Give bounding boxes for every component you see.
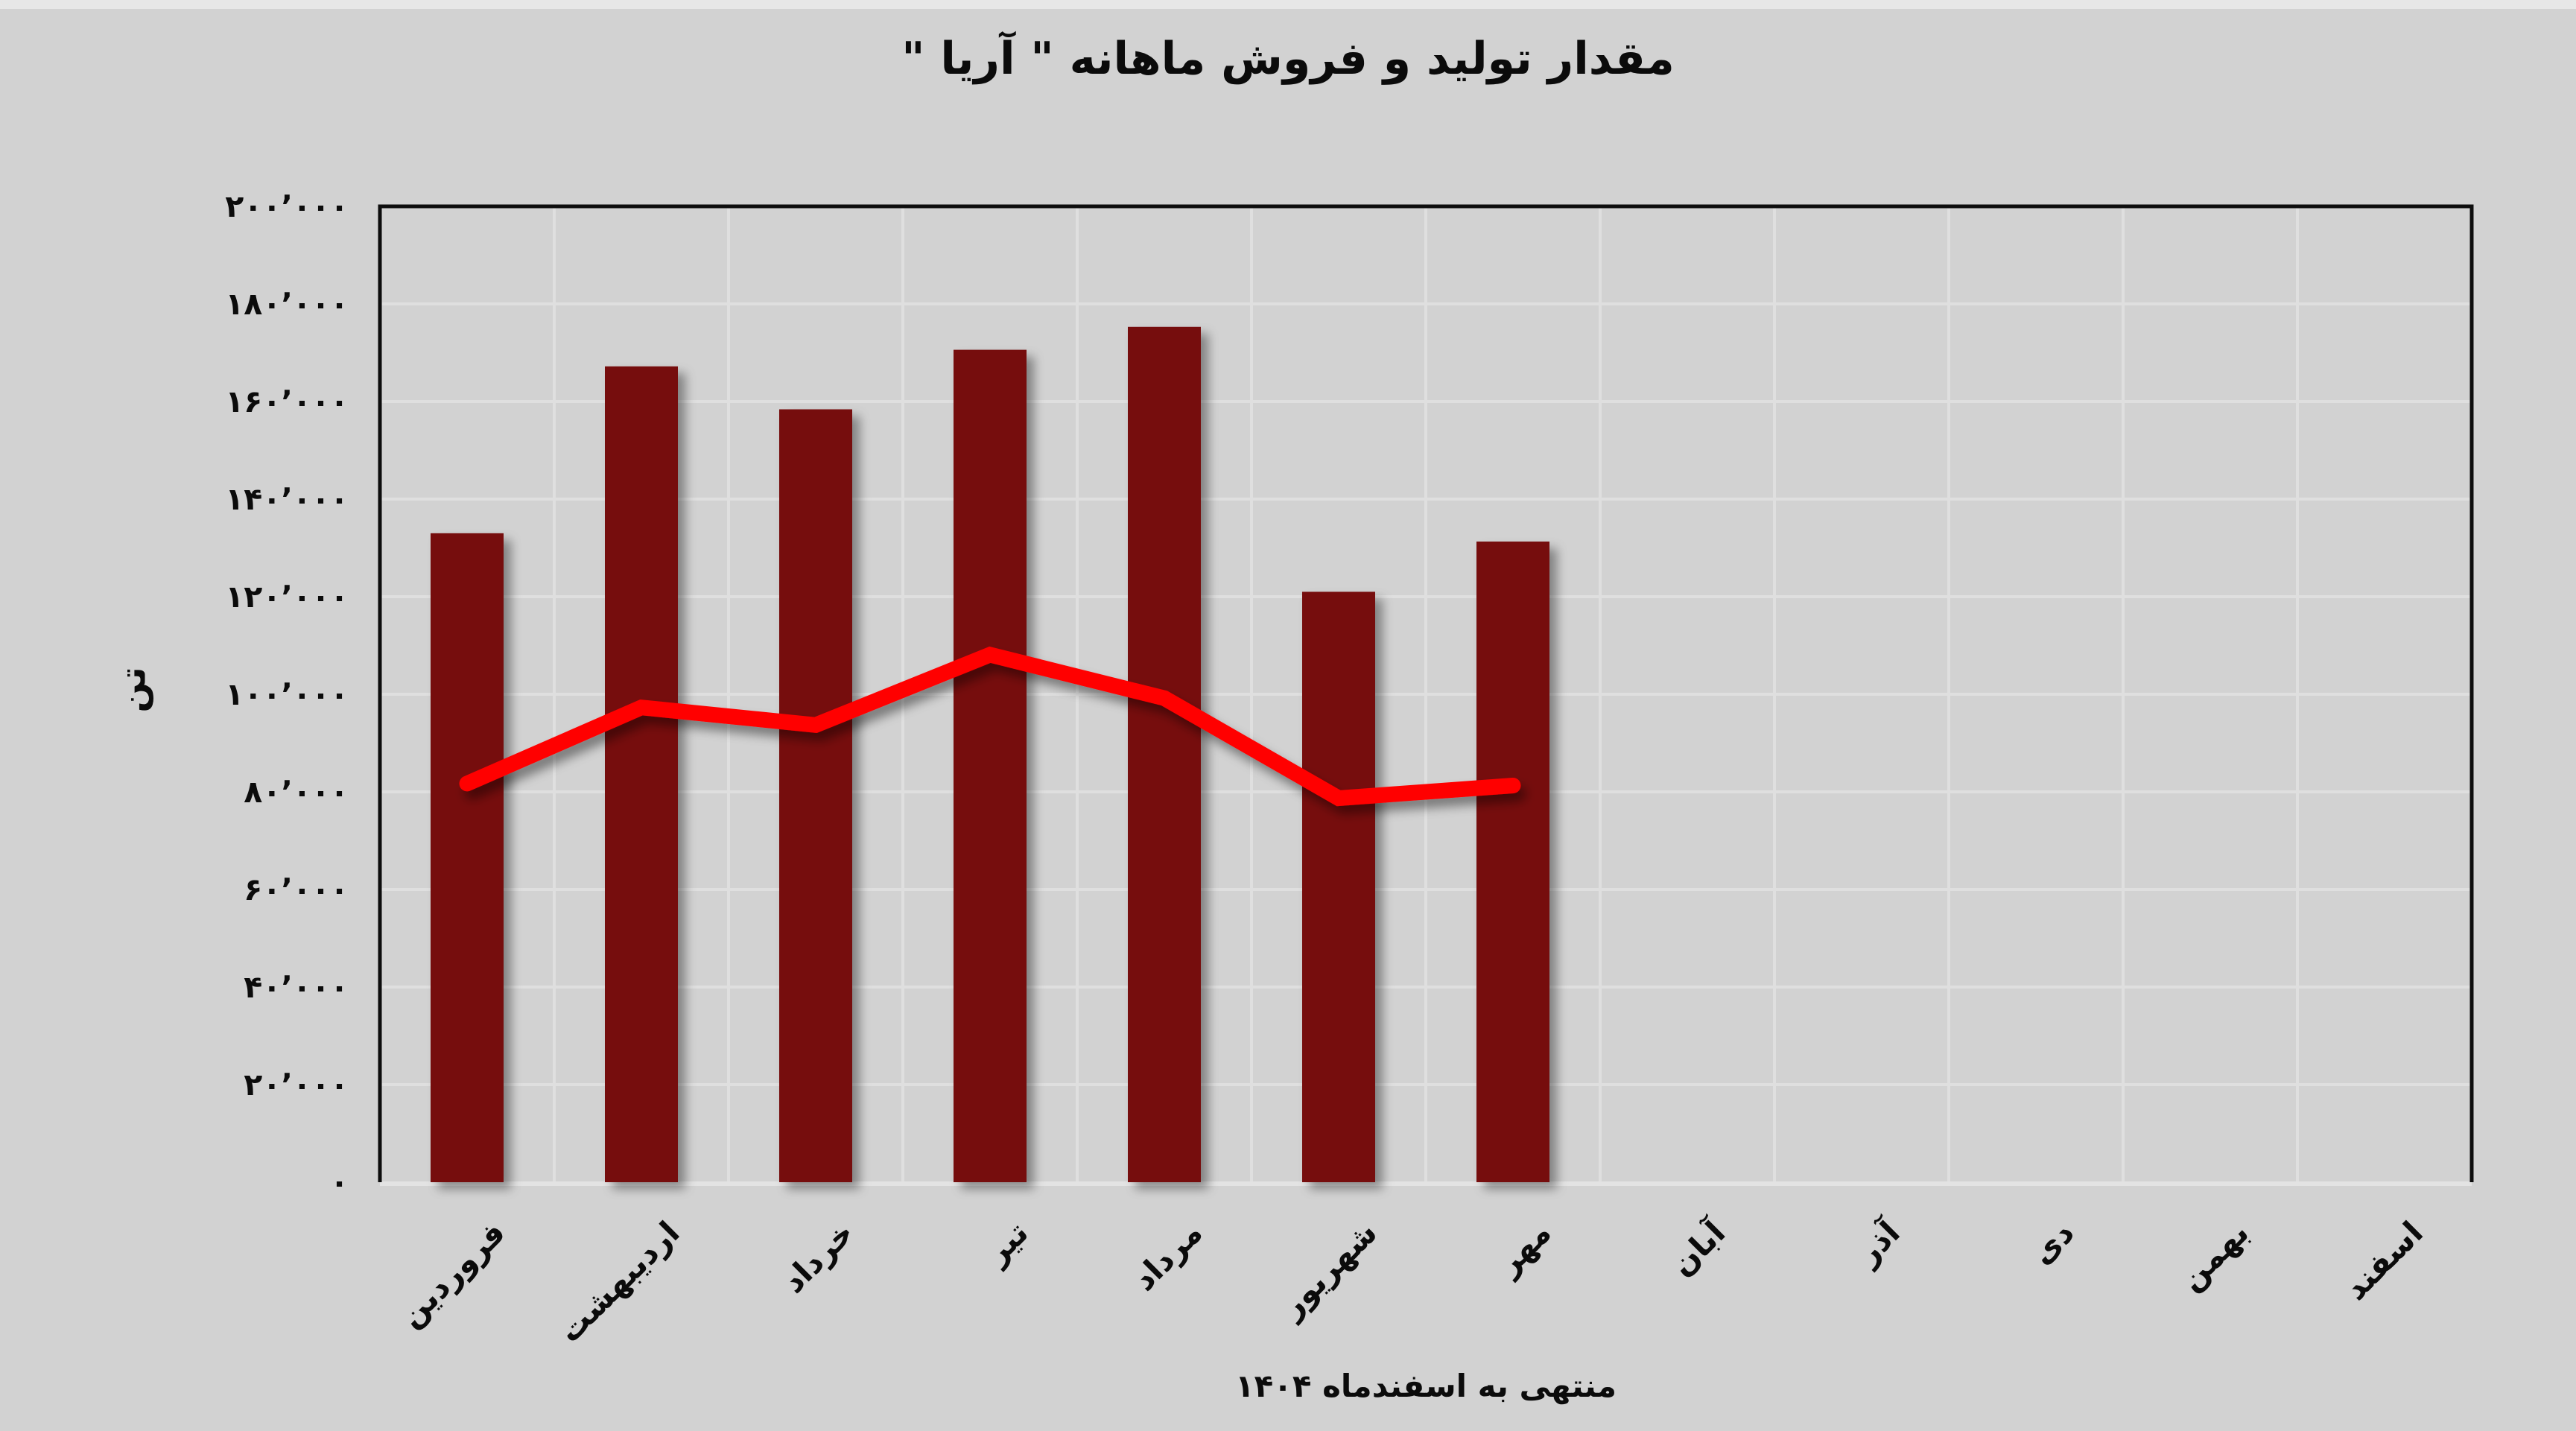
y-tick-label: ۱۴۰٬۰۰۰	[225, 481, 349, 517]
y-tick-label: ۰	[329, 1164, 349, 1200]
bar	[779, 409, 852, 1182]
y-tick-label: ۶۰٬۰۰۰	[244, 872, 349, 907]
plot-border	[378, 204, 2474, 1182]
y-tick-label: ۴۰٬۰۰۰	[244, 969, 349, 1005]
gridlines	[380, 206, 2472, 1182]
x-axis-caption: منتهی به اسفندماه ۱۴۰۴	[1234, 1368, 1617, 1404]
y-tick-label: ۱۲۰٬۰۰۰	[225, 579, 349, 615]
bar	[1128, 326, 1201, 1182]
bar-series	[431, 326, 1549, 1183]
bar	[431, 533, 504, 1182]
chart-title: مقدار تولید و فروش ماهانه " آریا "	[901, 33, 1675, 85]
top-strip	[0, 0, 2576, 9]
y-tick-label: ۲۰۰٬۰۰۰	[225, 188, 349, 224]
bar	[605, 366, 678, 1183]
y-axis-title: تن	[112, 667, 154, 713]
line-path	[459, 646, 1521, 807]
y-tick-label: ۸۰٬۰۰۰	[244, 774, 349, 810]
bar	[1476, 541, 1549, 1182]
plot-frame	[378, 204, 2474, 1186]
y-tick-label: ۲۰٬۰۰۰	[244, 1067, 349, 1102]
y-tick-label: ۱۰۰٬۰۰۰	[225, 676, 349, 712]
line-series	[459, 646, 1521, 807]
bar	[1302, 591, 1375, 1182]
y-tick-label: ۱۶۰٬۰۰۰	[225, 384, 349, 419]
bar	[954, 349, 1027, 1182]
y-tick-label: ۱۸۰٬۰۰۰	[225, 286, 349, 322]
